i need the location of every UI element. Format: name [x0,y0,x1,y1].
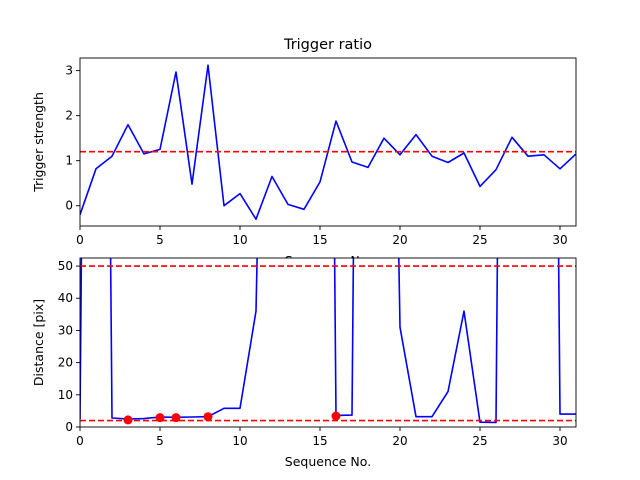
data-point [331,411,341,421]
y-tick-label: 3 [65,64,73,78]
x-tick-label: 10 [232,434,247,448]
y-axis-label: Trigger strength [31,92,46,193]
series-line-0 [80,258,576,424]
x-tick-label: 20 [392,233,407,247]
y-tick-label: 40 [58,291,73,305]
x-tick-label: 5 [156,233,164,247]
x-tick-label: 25 [472,434,487,448]
x-axis-label: Sequence No. [285,454,371,469]
series-line-0 [80,64,576,220]
data-point [203,412,213,422]
distance-panel: 0 5 10 15 20 25 30 0 10 20 30 40 50 Sequence No. Dista… [31,257,577,469]
x-tick-label: 15 [312,233,327,247]
axes-frame [79,57,577,227]
axes-frame [79,257,577,428]
y-tick-label: 30 [58,323,73,337]
y-axis-label: Distance [pix] [31,299,46,386]
plot-area [80,258,576,425]
y-tick-label: 10 [58,388,73,402]
y-tick-label: 0 [65,199,73,213]
x-tick-label: 5 [156,434,164,448]
x-tick-label: 10 [232,233,247,247]
x-tick-label: 25 [472,233,487,247]
x-tick-label: 20 [392,434,407,448]
y-tick-label: 1 [65,154,73,168]
x-tick-label: 30 [552,233,567,247]
data-point [171,413,181,423]
distance-panel-background [80,258,576,427]
data-point [123,415,133,425]
y-tick-label: 0 [65,420,73,434]
x-tick-label: 15 [312,434,327,448]
y-tick-label: 2 [65,109,73,123]
chart-title: Trigger ratio [283,37,372,53]
x-tick-label: 0 [76,434,84,448]
y-tick-label: 50 [58,259,73,273]
x-tick-label: 30 [552,434,567,448]
plot-area [80,64,576,220]
y-tick-label: 20 [58,356,73,370]
x-tick-label: 0 [76,233,84,247]
data-point [155,413,165,423]
